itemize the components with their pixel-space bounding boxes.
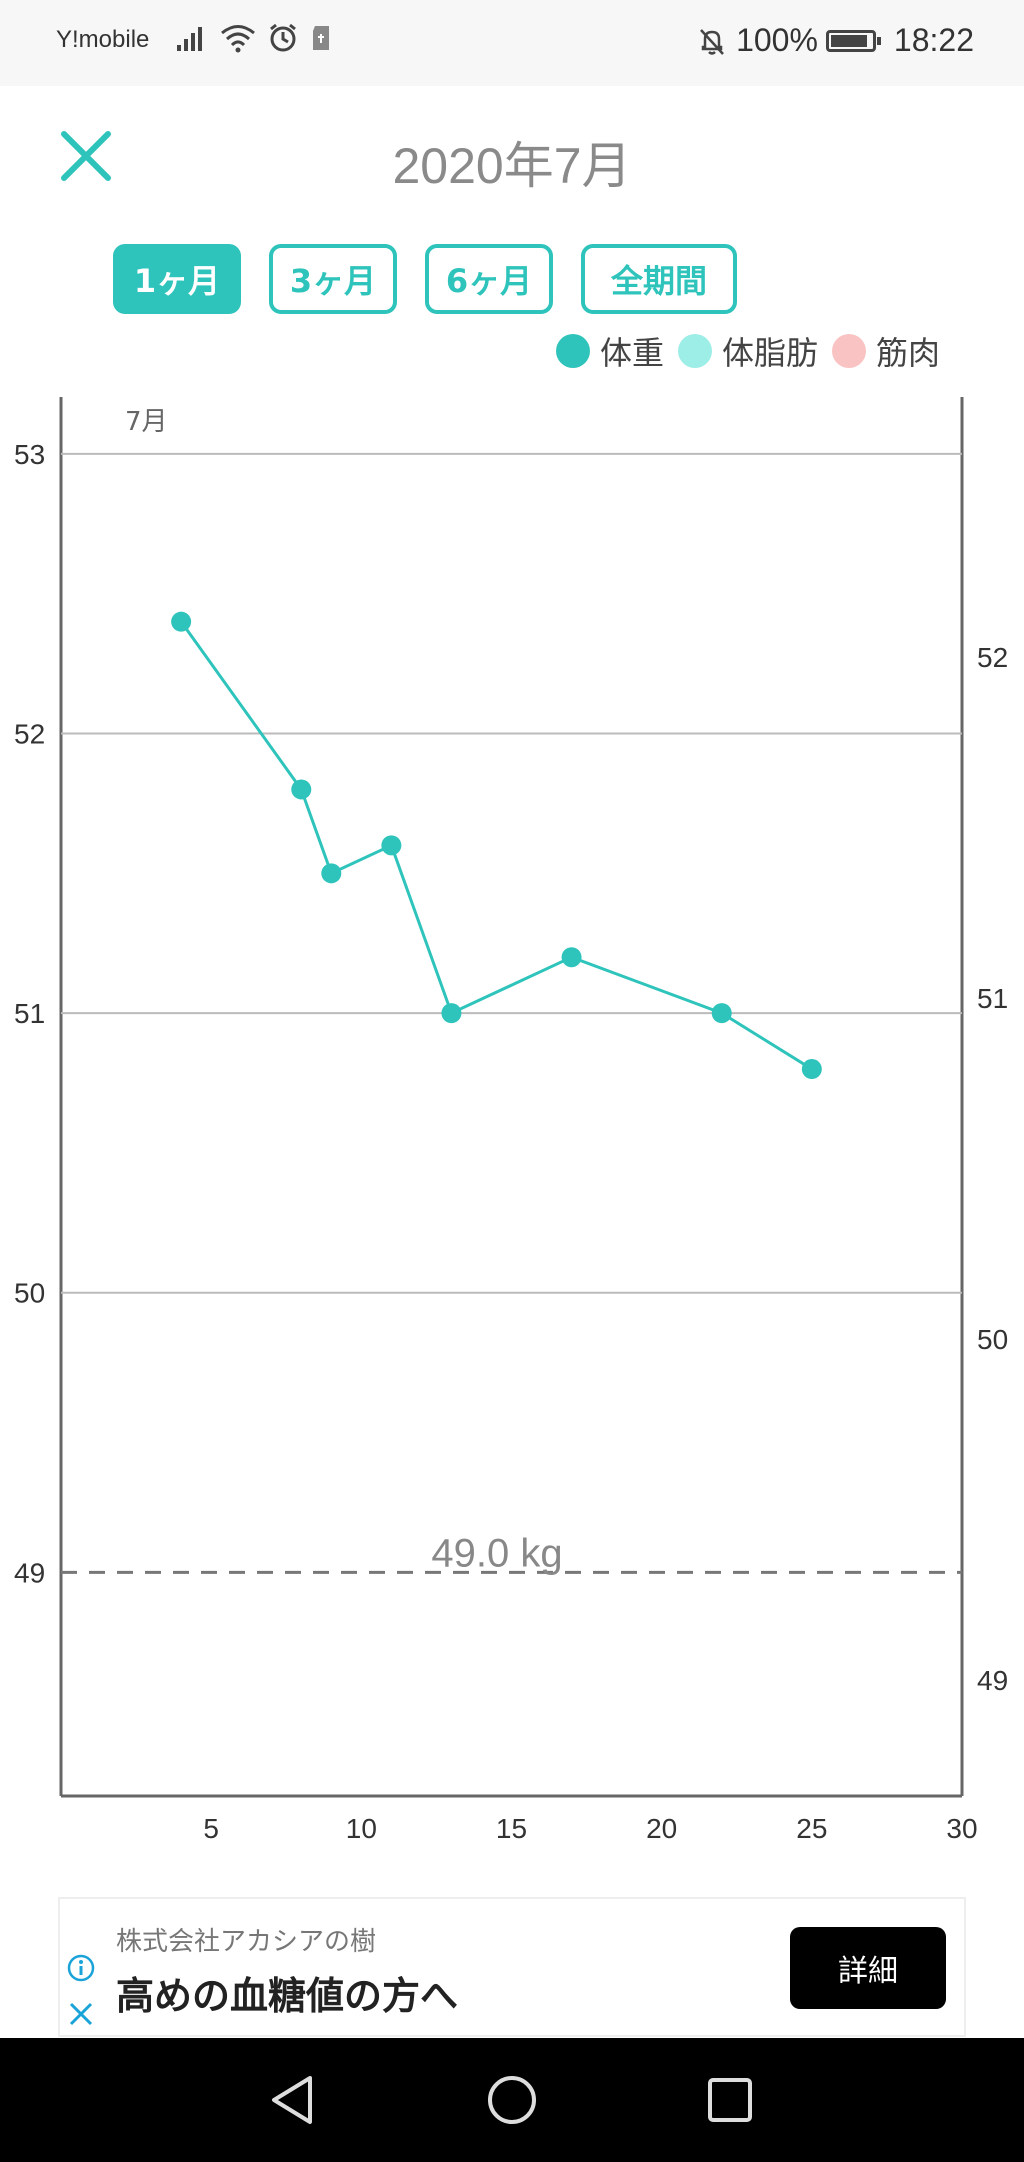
clock: 18:22 xyxy=(893,22,974,58)
battery-percent: 100% xyxy=(736,22,818,58)
tab-6-months[interactable]: 6ヶ月 xyxy=(425,244,553,314)
data-point xyxy=(441,1003,462,1024)
tab-label: 1ヶ月 xyxy=(133,262,221,300)
y-tick-label-left: 49 xyxy=(14,1557,45,1588)
month-label: 7月 xyxy=(125,407,168,437)
sd-card-icon xyxy=(313,26,329,50)
y-tick-label-left: 51 xyxy=(14,998,45,1029)
ad-headline[interactable]: 高めの血糖値の方へ xyxy=(116,1974,459,2018)
x-tick-label: 20 xyxy=(646,1813,677,1844)
data-point xyxy=(381,835,402,856)
y-tick-label-right: 51 xyxy=(977,983,1008,1014)
legend-item-body-fat: 体脂肪 xyxy=(677,328,818,374)
y-tick-label-right: 50 xyxy=(977,1324,1008,1355)
tab-label: 全期間 xyxy=(610,262,707,300)
legend-dot xyxy=(677,334,712,368)
back-triangle-icon[interactable] xyxy=(262,2070,322,2130)
chart-legend: 体重 体脂肪 筋肉 xyxy=(555,328,940,374)
ad-details-button[interactable]: 詳細 xyxy=(790,1927,946,2009)
alarm-icon xyxy=(270,23,296,52)
data-point xyxy=(801,1059,822,1080)
tab-1-month[interactable]: 1ヶ月 xyxy=(113,244,241,314)
wifi-icon xyxy=(221,25,255,53)
legend-label: 筋肉 xyxy=(875,334,940,372)
legend-item-muscle: 筋肉 xyxy=(831,328,940,374)
y-tick-label-left: 52 xyxy=(14,719,45,750)
legend-label: 体重 xyxy=(599,334,664,372)
status-bar: Y!mobile 100% 18:22 xyxy=(0,0,1024,86)
close-icon[interactable] xyxy=(66,1999,96,2029)
ad-banner[interactable]: 株式会社アカシアの樹 高めの血糖値の方へ 詳細 xyxy=(58,1897,966,2037)
data-point xyxy=(711,1003,732,1024)
x-tick-label: 15 xyxy=(496,1813,527,1844)
target-label: 49.0 kg xyxy=(431,1531,562,1575)
close-icon[interactable] xyxy=(56,126,116,186)
data-point xyxy=(171,611,192,632)
x-tick-label: 10 xyxy=(346,1813,377,1844)
legend-dot xyxy=(831,334,866,368)
data-point xyxy=(561,947,582,968)
tab-all-periods[interactable]: 全期間 xyxy=(581,244,737,314)
status-right: 100% 18:22 xyxy=(696,22,974,59)
legend-dot xyxy=(555,334,590,368)
x-tick-label: 5 xyxy=(203,1813,219,1844)
x-tick-label: 25 xyxy=(796,1813,827,1844)
recents-square-icon[interactable] xyxy=(700,2070,760,2130)
weight-chart[interactable]: 7月 53 52 51 50 49 52 51 50 49 5 10 15 20 25 30 49.0 kg xyxy=(0,380,1024,1850)
data-point xyxy=(291,779,312,800)
home-circle-icon[interactable] xyxy=(482,2070,542,2130)
legend-label: 体脂肪 xyxy=(721,334,818,372)
legend-item-weight: 体重 xyxy=(555,328,664,374)
battery-icon xyxy=(825,29,881,52)
period-tabs: 1ヶ月 3ヶ月 6ヶ月 全期間 xyxy=(113,244,737,314)
status-icons xyxy=(175,22,333,54)
tab-label: 3ヶ月 xyxy=(289,262,377,300)
carrier-label: Y!mobile xyxy=(56,26,150,53)
x-tick-label: 30 xyxy=(946,1813,977,1844)
ad-sponsor: 株式会社アカシアの樹 xyxy=(116,1927,377,1957)
tab-3-months[interactable]: 3ヶ月 xyxy=(269,244,397,314)
battery-fill xyxy=(830,34,867,47)
series-line xyxy=(179,620,813,1071)
info-icon[interactable] xyxy=(66,1953,96,1983)
signal-icon xyxy=(177,27,202,51)
page-title: 2020年7月 xyxy=(392,138,632,194)
y-tick-label-left: 53 xyxy=(14,439,45,470)
y-tick-label-left: 50 xyxy=(14,1278,45,1309)
system-nav-bar xyxy=(0,2038,1024,2162)
header: 2020年7月 xyxy=(0,86,1024,226)
tab-label: 6ヶ月 xyxy=(445,262,533,300)
notifications-off-icon xyxy=(700,28,724,55)
y-tick-label-right: 52 xyxy=(977,642,1008,673)
data-point xyxy=(321,863,342,884)
y-tick-label-right: 49 xyxy=(977,1665,1008,1696)
